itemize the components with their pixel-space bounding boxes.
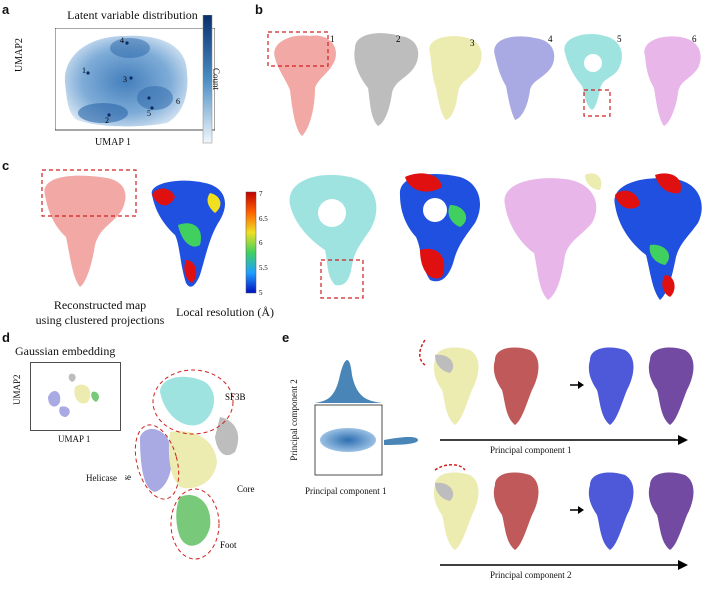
highlight-box-c2: [320, 259, 364, 299]
panel-d-label: d: [2, 330, 10, 345]
foot-outline: [170, 488, 220, 560]
reconstructed-map: [44, 175, 126, 287]
svg-text:5: 5: [617, 34, 622, 44]
panel-d-ylabel: UMAP2: [12, 374, 22, 405]
panel-e-ylabel: Principal component 2: [289, 379, 299, 461]
resolution-colorbar: [245, 191, 257, 294]
svg-text:Core: Core: [237, 484, 255, 494]
svg-text:6.5: 6.5: [259, 215, 268, 223]
svg-text:5.5: 5.5: [259, 264, 268, 272]
gaussian-umap-plot: [30, 362, 121, 431]
panel-a-xlabel: UMAP 1: [95, 137, 132, 148]
svg-text:5: 5: [259, 289, 263, 297]
panel-e-xlabel: Principal component 1: [305, 486, 387, 496]
umap-point-label: 1: [82, 66, 86, 75]
svg-text:6: 6: [259, 239, 263, 247]
panel-a-colorbar: [202, 15, 213, 144]
local-resolution-map-2: [399, 174, 480, 282]
svg-text:2: 2: [105, 116, 109, 125]
highlight-box-5: [583, 89, 611, 117]
panel-c-caption-left-line2: using clustered projections: [35, 313, 165, 327]
panel-a-title: Latent variable distribution: [67, 8, 198, 22]
pca-trajectory: [419, 339, 694, 570]
colorbar-tick: 7: [259, 190, 263, 198]
domain-label: SF3B: [225, 392, 246, 402]
map-4: [494, 36, 555, 120]
svg-text:4: 4: [120, 36, 124, 45]
map-3: [429, 36, 482, 120]
row1-axis-label: Principal component 1: [490, 445, 572, 455]
row2-axis-label: Principal component 2: [490, 570, 572, 580]
panel-e-label: e: [282, 330, 290, 345]
domain-map: SF3B Helicase Core Foot: [125, 369, 255, 560]
panel-c-caption-left-line1: Reconstructed map: [53, 298, 147, 312]
cyan-map: [289, 174, 377, 286]
colorbar-label: Count: [211, 68, 221, 91]
svg-text:4: 4: [548, 34, 553, 44]
svg-text:2: 2: [396, 34, 401, 44]
panel-b-maps: 1 2 3 4 5 6: [267, 31, 701, 136]
svg-text:3: 3: [123, 75, 127, 84]
svg-text:Helicase: Helicase: [125, 472, 131, 482]
map-number: 1: [330, 34, 335, 44]
panel-c-caption-right: Local resolution (Å): [176, 305, 274, 319]
panel-d-title: Gaussian embedding: [15, 344, 116, 358]
svg-text:6: 6: [176, 97, 180, 106]
svg-text:6: 6: [692, 34, 697, 44]
highlight-box-1: [267, 31, 329, 67]
panel-b-label: b: [255, 2, 263, 17]
svg-text:Foot: Foot: [220, 540, 237, 550]
map-6: [644, 36, 701, 126]
local-resolution-map-3: [614, 178, 702, 300]
sf3b-outline: [152, 369, 234, 435]
helicase-label: Helicase: [86, 473, 117, 483]
pink-map: [504, 178, 597, 300]
svg-text:5: 5: [147, 109, 151, 118]
panel-c-label: c: [2, 158, 10, 173]
map-2: [354, 33, 419, 126]
panel-c-maps: 7 6.5 6 5.5 5: [41, 169, 702, 300]
umap-density-plot: 1 2 3 4 5 6: [55, 28, 215, 131]
panel-a-ylabel: UMAP2: [14, 38, 25, 72]
panel-a-label: a: [2, 2, 10, 17]
map-1: [274, 35, 336, 136]
svg-text:3: 3: [470, 38, 475, 48]
pca-plot: [314, 360, 418, 476]
panel-d-xlabel: UMAP 1: [58, 434, 91, 444]
